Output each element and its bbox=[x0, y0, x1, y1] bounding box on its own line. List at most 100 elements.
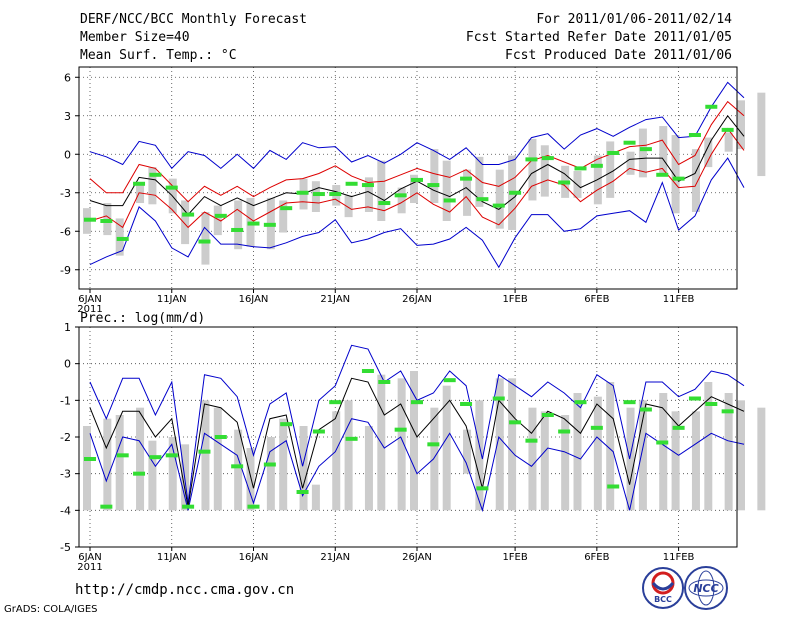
observed-marker bbox=[198, 449, 211, 454]
x-tick-label: 6JAN bbox=[78, 552, 101, 563]
x-tick-label: 21JAN bbox=[320, 294, 350, 305]
precip-panel-title: Prec.: log(mm/d) bbox=[80, 311, 205, 326]
spread-bar bbox=[344, 400, 353, 511]
y-tick-label: -5 bbox=[60, 541, 71, 554]
y-tick-label: 3 bbox=[64, 110, 71, 123]
spread-bar bbox=[659, 126, 668, 175]
observed-marker bbox=[721, 127, 734, 132]
observed-marker bbox=[623, 140, 636, 145]
observed-marker bbox=[574, 400, 587, 405]
mean-line bbox=[89, 377, 745, 507]
spread-bar bbox=[540, 145, 549, 197]
grads-credit: GrADS: COLA/IGES bbox=[4, 604, 98, 615]
spread-bar bbox=[136, 407, 145, 511]
precipitation-panel: 1 0 -1 -2 -3 -4 -5 6JAN 11JAN 16JAN 21JAN 26JAN 1FEB… bbox=[60, 311, 766, 573]
spread-bar bbox=[311, 484, 320, 511]
spread-bar bbox=[83, 426, 91, 511]
spread-bar bbox=[430, 149, 439, 204]
spread-bar bbox=[757, 407, 766, 511]
ncc-logo-orbit bbox=[688, 579, 724, 597]
observed-marker bbox=[590, 425, 603, 430]
observed-marker bbox=[231, 464, 244, 469]
spread-bar bbox=[410, 174, 418, 204]
observed-marker bbox=[214, 213, 227, 218]
logos: BCC NCC bbox=[642, 566, 728, 610]
spread-bar bbox=[737, 400, 745, 511]
observed-marker bbox=[558, 429, 571, 434]
spread-bar bbox=[528, 138, 537, 201]
observed-marker bbox=[198, 239, 211, 244]
observed-marker bbox=[688, 133, 701, 138]
spread-bar bbox=[201, 212, 210, 265]
plot-frame bbox=[78, 66, 738, 290]
observed-marker bbox=[672, 176, 685, 181]
chart-title: DERF/NCC/BCC Monthly Forecast bbox=[80, 12, 307, 27]
observed-marker bbox=[476, 197, 489, 202]
y-tick-label: -6 bbox=[60, 225, 71, 238]
bcc-logo-wave bbox=[651, 581, 675, 591]
observed-marker bbox=[427, 442, 440, 447]
observed-marker bbox=[476, 486, 489, 491]
observed-marker bbox=[509, 190, 522, 195]
x-tick-label: 11JAN bbox=[157, 552, 187, 563]
y-tick-label: -9 bbox=[60, 264, 71, 277]
spread-bar bbox=[364, 177, 373, 213]
observed-marker bbox=[214, 435, 227, 439]
y-tick-label: -1 bbox=[60, 394, 71, 407]
ncc-logo-text: NCC bbox=[693, 582, 718, 595]
spread-bar bbox=[364, 426, 373, 511]
spread-bar bbox=[181, 200, 190, 245]
spread-bar bbox=[659, 393, 668, 511]
observed-marker bbox=[378, 201, 391, 206]
y-tick-label: -3 bbox=[60, 468, 71, 481]
spread-bar bbox=[528, 407, 537, 511]
bcc-logo-text: BCC bbox=[654, 595, 672, 604]
observed-marker bbox=[247, 504, 260, 509]
observed-marker bbox=[607, 484, 620, 489]
observed-marker bbox=[329, 400, 342, 405]
y-tick-label: -3 bbox=[60, 187, 71, 200]
observed-marker bbox=[231, 227, 244, 232]
y-tick-label: 0 bbox=[64, 358, 71, 371]
spread-bar bbox=[148, 167, 157, 205]
spread-bar bbox=[332, 411, 341, 511]
spread-bar bbox=[377, 160, 386, 221]
y-tick-label: 6 bbox=[64, 71, 71, 84]
spread-bar bbox=[148, 440, 157, 511]
spread-bar bbox=[344, 195, 353, 218]
x-tick-label: 21JAN bbox=[320, 552, 350, 563]
spread-bar bbox=[311, 181, 320, 213]
observed-marker bbox=[558, 180, 571, 185]
x-tick-label: 11FEB bbox=[663, 552, 695, 563]
spread-bar bbox=[397, 187, 406, 214]
observed-marker bbox=[639, 407, 652, 412]
observed-marker bbox=[394, 427, 407, 432]
spread-bar bbox=[593, 396, 602, 511]
x-tick-label: 16JAN bbox=[239, 552, 269, 563]
spread-bar bbox=[246, 448, 255, 511]
observed-marker bbox=[165, 185, 178, 190]
observed-marker bbox=[574, 166, 587, 171]
observed-marker bbox=[672, 425, 685, 430]
forecast-start-date: Fcst Started Refer Date 2011/01/05 bbox=[465, 30, 732, 45]
observed-marker bbox=[427, 183, 440, 188]
footer-url[interactable]: http://cmdp.ncc.cma.gov.cn bbox=[75, 582, 295, 598]
spread-bar bbox=[279, 418, 288, 511]
observed-marker bbox=[623, 400, 636, 405]
spread-bar bbox=[410, 371, 418, 511]
observed-marker bbox=[688, 396, 701, 401]
observed-marker bbox=[149, 455, 162, 460]
observed-marker bbox=[607, 150, 620, 155]
observed-marker bbox=[443, 198, 456, 203]
observed-marker bbox=[460, 176, 473, 181]
spread-bar bbox=[442, 385, 451, 511]
member-size: Member Size=40 bbox=[80, 30, 190, 45]
observed-marker bbox=[541, 413, 554, 417]
spread-bar bbox=[671, 135, 680, 214]
x-tick-label: 11FEB bbox=[663, 294, 695, 305]
observed-marker bbox=[492, 203, 505, 208]
spread-bar bbox=[724, 393, 733, 511]
observed-marker bbox=[705, 402, 718, 406]
spread-bar bbox=[279, 200, 288, 233]
